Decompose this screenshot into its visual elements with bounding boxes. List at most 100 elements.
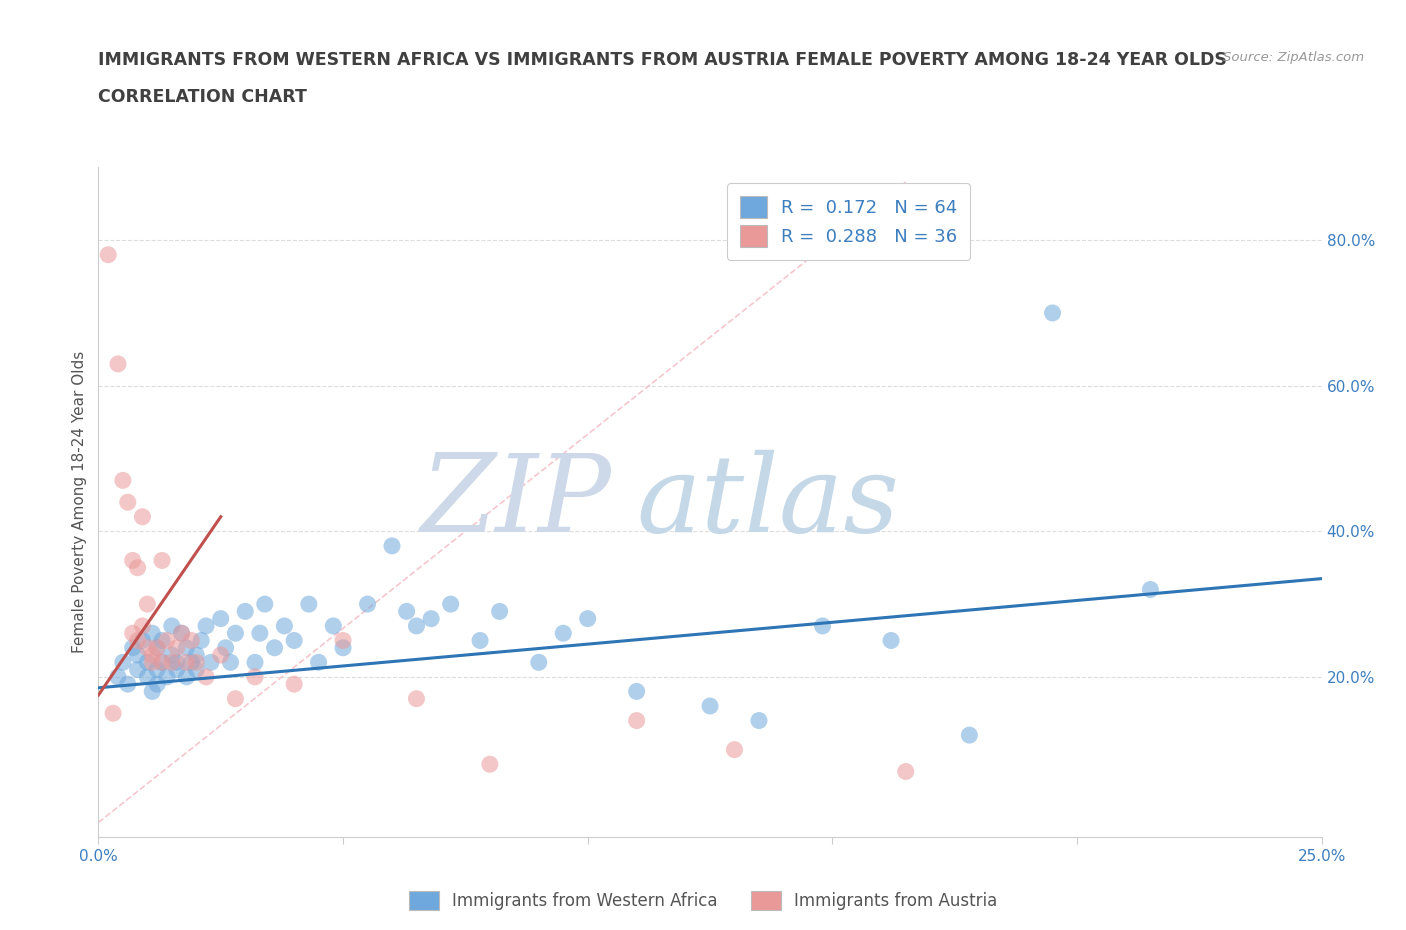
Point (146, 641, 169, 656)
Point (468, 633, 491, 648)
Point (107, 670, 129, 684)
Point (233, 604, 256, 618)
Point (127, 560, 149, 575)
Point (195, 670, 218, 684)
Point (626, 713, 648, 728)
Point (322, 618, 344, 633)
Point (117, 495, 139, 510)
Point (150, 655, 173, 670)
Point (880, 633, 903, 648)
Point (160, 647, 183, 662)
Point (131, 633, 153, 648)
Point (219, 655, 242, 670)
Point (136, 670, 159, 684)
Text: ZIP: ZIP (422, 449, 612, 555)
Point (224, 691, 246, 706)
Point (478, 757, 501, 772)
Point (156, 670, 179, 684)
Text: IMMIGRANTS FROM WESTERN AFRICA VS IMMIGRANTS FROM AUSTRIA FEMALE POVERTY AMONG 1: IMMIGRANTS FROM WESTERN AFRICA VS IMMIGR… (98, 51, 1227, 69)
Point (748, 713, 770, 728)
Point (146, 677, 169, 692)
Point (405, 618, 427, 633)
Point (121, 553, 143, 568)
Point (141, 684, 163, 698)
Point (180, 655, 202, 670)
Point (553, 626, 575, 641)
Point (332, 641, 354, 656)
Point (176, 655, 198, 670)
Point (1139, 582, 1161, 597)
Point (249, 626, 271, 641)
Point (150, 553, 173, 568)
Text: atlas: atlas (637, 449, 900, 555)
Point (101, 706, 124, 721)
Point (166, 662, 188, 677)
Point (209, 647, 232, 662)
Legend: R =  0.172   N = 64, R =  0.288   N = 36: R = 0.172 N = 64, R = 0.288 N = 36 (727, 183, 970, 259)
Point (209, 611, 232, 626)
Point (107, 356, 129, 371)
Point (1042, 306, 1064, 321)
Point (160, 618, 183, 633)
Point (150, 633, 173, 648)
Point (811, 618, 834, 633)
Point (166, 655, 188, 670)
Point (253, 597, 276, 612)
Point (243, 655, 266, 670)
Point (332, 633, 354, 648)
Text: Source: ZipAtlas.com: Source: ZipAtlas.com (1223, 51, 1364, 64)
Point (356, 597, 378, 612)
Point (699, 698, 721, 713)
Point (121, 641, 143, 656)
Point (243, 670, 266, 684)
Point (141, 655, 163, 670)
Point (576, 611, 599, 626)
Text: CORRELATION CHART: CORRELATION CHART (98, 88, 308, 106)
Point (121, 626, 143, 641)
Point (97, 247, 120, 262)
Point (308, 655, 330, 670)
Point (156, 633, 179, 648)
Point (127, 662, 149, 677)
Point (420, 611, 443, 626)
Point (723, 742, 745, 757)
Point (200, 655, 222, 670)
Point (111, 655, 134, 670)
Point (273, 618, 295, 633)
Point (186, 647, 208, 662)
Point (146, 662, 169, 677)
Point (214, 641, 236, 656)
Point (527, 655, 550, 670)
Point (141, 626, 163, 641)
Point (176, 641, 198, 656)
Point (405, 691, 427, 706)
Point (395, 604, 418, 618)
Point (170, 626, 193, 641)
Point (195, 618, 218, 633)
Point (190, 633, 212, 648)
Legend: Immigrants from Western Africa, Immigrants from Austria: Immigrants from Western Africa, Immigran… (402, 884, 1004, 917)
Point (136, 641, 159, 656)
Point (224, 626, 246, 641)
Point (136, 597, 159, 612)
Point (263, 641, 285, 656)
Y-axis label: Female Poverty Among 18-24 Year Olds: Female Poverty Among 18-24 Year Olds (72, 352, 87, 654)
Point (166, 641, 188, 656)
Point (136, 655, 159, 670)
Point (488, 604, 510, 618)
Point (626, 684, 648, 698)
Point (127, 647, 149, 662)
Point (186, 662, 208, 677)
Point (283, 633, 305, 648)
Point (283, 677, 305, 692)
Point (176, 670, 198, 684)
Point (146, 641, 169, 656)
Point (170, 626, 193, 641)
Point (141, 647, 163, 662)
Point (894, 764, 917, 779)
Point (111, 473, 134, 488)
Point (440, 597, 463, 612)
Point (381, 538, 404, 553)
Point (957, 727, 980, 742)
Point (131, 510, 153, 525)
